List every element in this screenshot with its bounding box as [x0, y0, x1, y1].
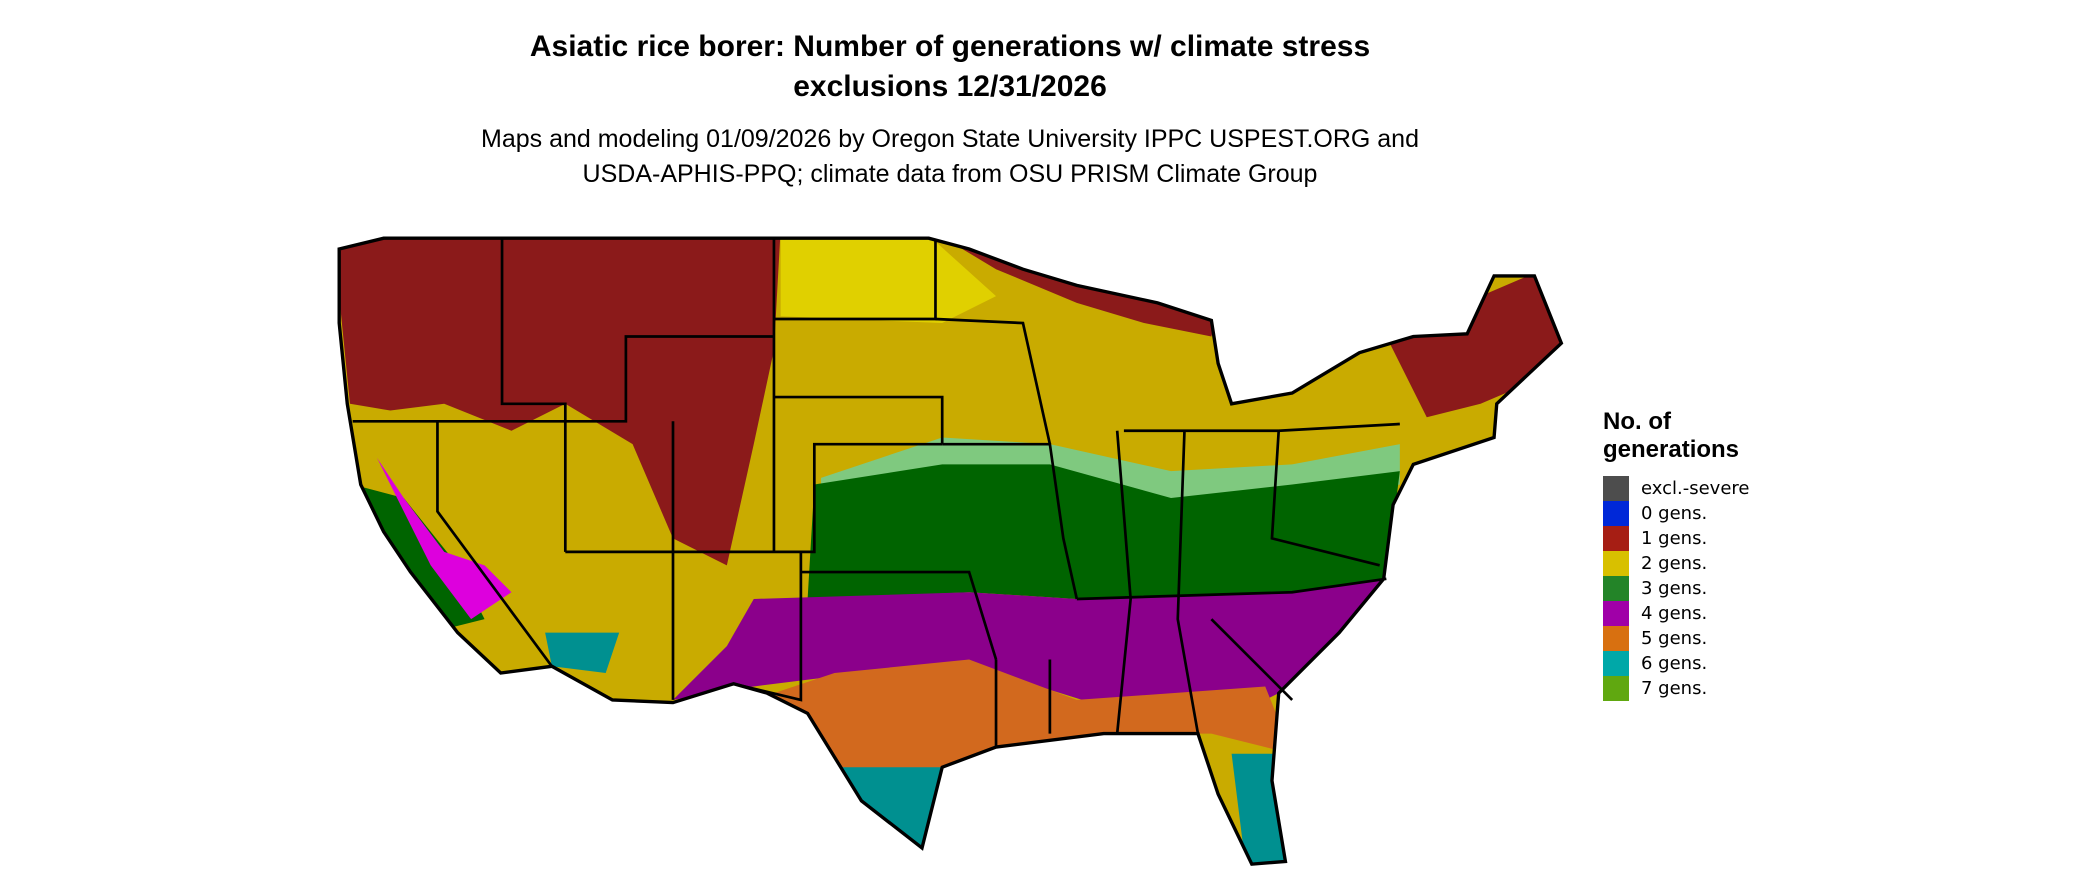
legend-swatch — [1603, 551, 1629, 576]
zone-3-gens-west — [352, 484, 485, 633]
legend-swatch — [1603, 501, 1629, 526]
legend-label: 3 gens. — [1641, 578, 1708, 599]
legend-title-line1: No. of — [1603, 408, 1671, 435]
map-title-line2: exclusions 12/31/2026 — [793, 70, 1107, 103]
legend-label: 0 gens. — [1641, 503, 1708, 524]
zone-3-gens — [807, 464, 1400, 599]
legend-swatch — [1603, 626, 1629, 651]
zone-4-gens — [673, 578, 1387, 707]
legend-swatch — [1603, 526, 1629, 551]
legend: No. of generations excl.-severe 0 gens. 1 … — [1603, 408, 1749, 701]
legend-label: 7 gens. — [1641, 678, 1708, 699]
zone-4-gens-southwest — [376, 457, 512, 620]
legend-label: 4 gens. — [1641, 603, 1708, 624]
zone-5-gens — [753, 659, 1293, 781]
legend-item: 0 gens. — [1603, 501, 1749, 526]
zone-6-gens-texas — [834, 767, 943, 862]
legend-item: 4 gens. — [1603, 601, 1749, 626]
legend-item: 1 gens. — [1603, 526, 1749, 551]
legend-label: 2 gens. — [1641, 553, 1708, 574]
legend-label: 1 gens. — [1641, 528, 1708, 549]
legend-label: excl.-severe — [1641, 478, 1750, 499]
legend-item: 3 gens. — [1603, 576, 1749, 601]
legend-label: 5 gens. — [1641, 628, 1708, 649]
legend-item: excl.-severe — [1603, 476, 1749, 501]
legend-item: 7 gens. — [1603, 676, 1749, 701]
legend-label: 6 gens. — [1641, 653, 1708, 674]
map-subtitle-line2: USDA-APHIS-PPQ; climate data from OSU PR… — [582, 160, 1318, 188]
legend-swatch — [1603, 601, 1629, 626]
legend-item: 2 gens. — [1603, 551, 1749, 576]
legend-item: 5 gens. — [1603, 626, 1749, 651]
legend-item: 6 gens. — [1603, 651, 1749, 676]
legend-items: excl.-severe 0 gens. 1 gens. 2 gens. 3 gens.… — [1603, 476, 1749, 701]
zone-2-gens-light-north — [780, 238, 997, 324]
legend-swatch — [1603, 651, 1629, 676]
zone-1-gens-northwest — [339, 238, 781, 566]
zone-6-gens-arizona — [545, 632, 620, 673]
legend-swatch — [1603, 576, 1629, 601]
map-subtitle-line1: Maps and modeling 01/09/2026 by Oregon S… — [481, 125, 1419, 153]
legend-swatch — [1603, 676, 1629, 701]
legend-title-line2: generations — [1603, 436, 1740, 463]
map-title-line1: Asiatic rice borer: Number of generation… — [529, 30, 1371, 63]
state-borders — [352, 238, 1400, 748]
legend-swatch — [1603, 476, 1629, 501]
